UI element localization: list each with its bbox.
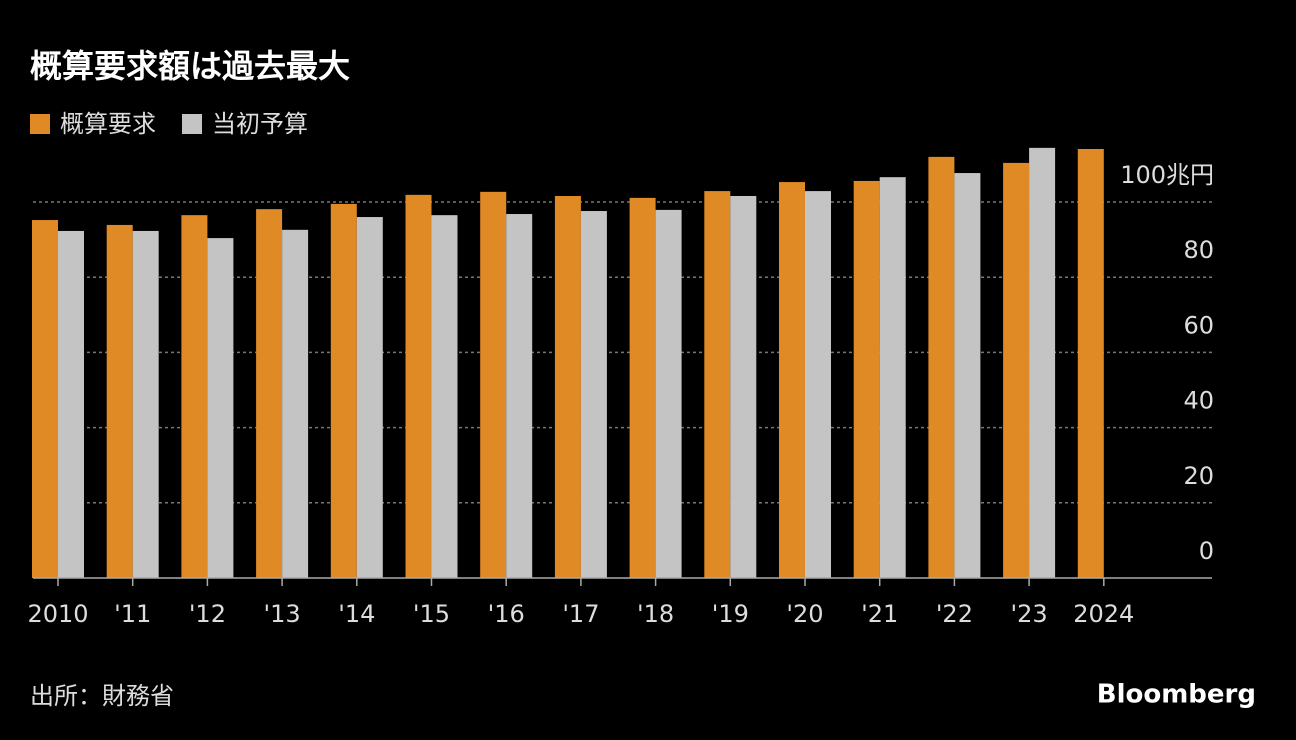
bar (132, 230, 159, 578)
bar (853, 180, 880, 578)
bar (58, 230, 84, 578)
bar (704, 191, 731, 578)
x-tick-label: '17 (562, 600, 599, 628)
bar (1029, 147, 1056, 578)
bar (655, 209, 682, 578)
bar (730, 195, 757, 578)
source: 出所：財務省 (30, 682, 174, 710)
bar (207, 238, 234, 578)
legend-label: 当初予算 (212, 110, 308, 138)
x-tick-label: '18 (637, 600, 674, 628)
bar (805, 191, 831, 578)
bar (779, 182, 805, 578)
chart-title: 概算要求額は過去最大 (30, 47, 350, 85)
bar (256, 209, 283, 579)
bar (879, 177, 906, 578)
bar (506, 214, 533, 579)
bar (480, 191, 507, 578)
bar (32, 220, 58, 578)
bar (106, 224, 133, 578)
brand: Bloomberg (1097, 680, 1256, 710)
x-tick-label: '14 (338, 600, 375, 628)
x-tick-label: '16 (488, 600, 525, 628)
x-tick-label: '12 (189, 600, 226, 628)
bar (1077, 148, 1104, 578)
x-tick-label: '21 (861, 600, 898, 628)
y-tick-label: 20 (1183, 462, 1214, 490)
bar (554, 195, 581, 578)
x-tick-label: '19 (712, 600, 749, 628)
bar (431, 215, 458, 578)
bar (356, 217, 383, 579)
x-tick-label: '23 (1011, 600, 1048, 628)
legend-swatch (182, 114, 202, 134)
bar (629, 197, 656, 578)
bar (928, 156, 955, 578)
x-tick-label: '20 (786, 600, 823, 628)
bar (282, 229, 309, 578)
x-tick-label: 2010 (27, 600, 88, 628)
bar (330, 203, 357, 578)
bar (181, 215, 208, 578)
y-tick-label: 60 (1183, 311, 1214, 339)
x-tick-label: 2024 (1073, 600, 1134, 628)
y-tick-label: 80 (1183, 236, 1214, 264)
bar (405, 194, 432, 578)
bar (580, 211, 607, 579)
y-tick-label: 100兆円 (1120, 161, 1214, 189)
x-tick-label: '22 (936, 600, 973, 628)
legend-label: 概算要求 (60, 110, 156, 138)
x-tick-label: '13 (264, 600, 301, 628)
legend-swatch (30, 114, 50, 134)
bar (1003, 162, 1030, 578)
y-tick-label: 0 (1199, 537, 1214, 565)
bar (954, 173, 981, 578)
y-tick-label: 40 (1183, 387, 1214, 415)
x-tick-label: '15 (413, 600, 450, 628)
x-tick-label: '11 (114, 600, 151, 628)
